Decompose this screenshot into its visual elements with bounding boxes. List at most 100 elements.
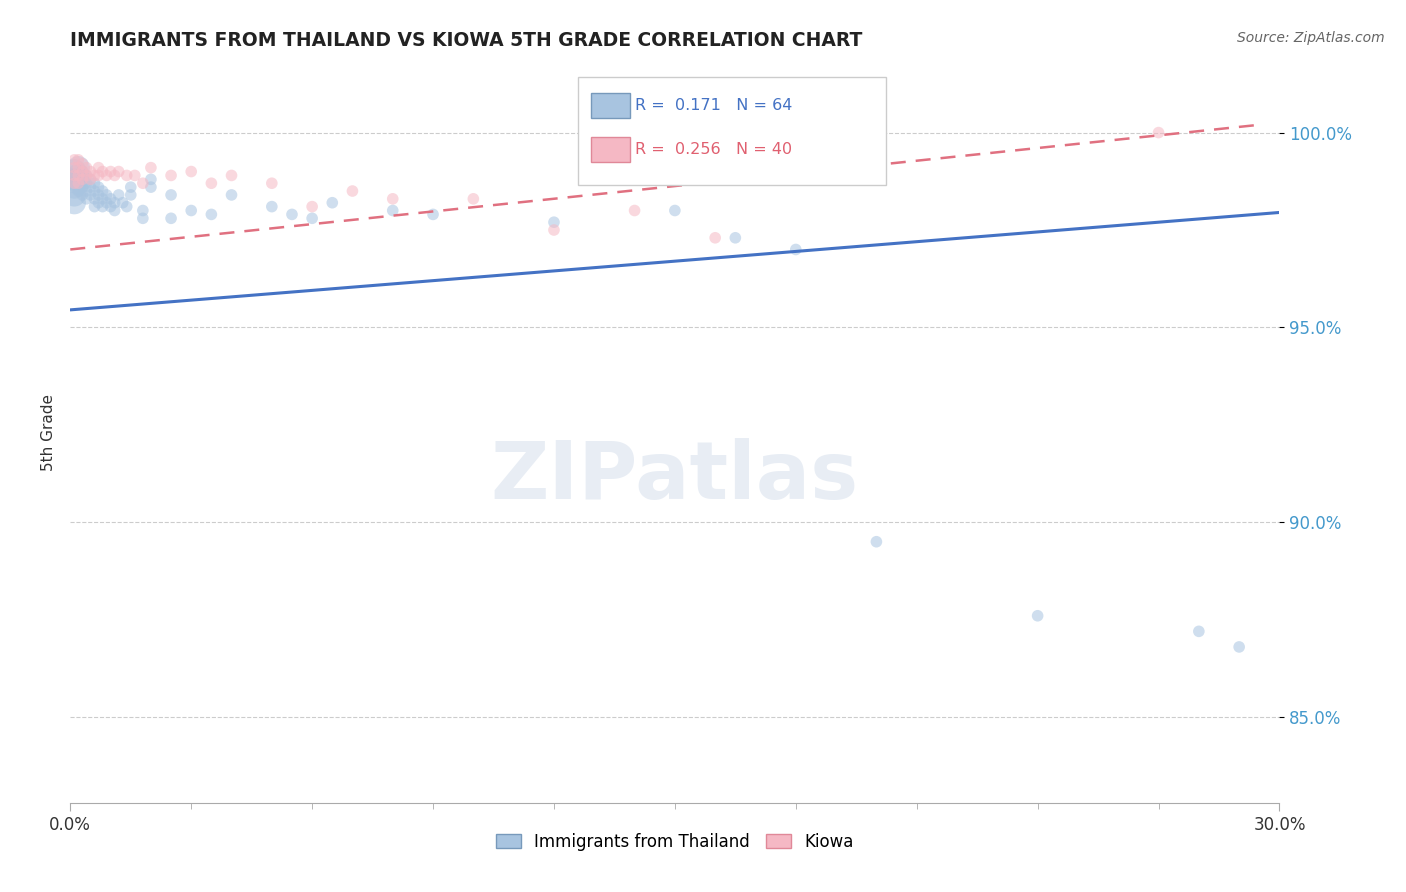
Point: [160, 211, 183, 226]
Point: [160, 188, 183, 202]
Point: [1147, 126, 1170, 140]
Point: [664, 203, 686, 218]
Point: [115, 200, 138, 214]
Point: [79, 188, 101, 202]
Point: [160, 169, 183, 183]
Point: [120, 180, 142, 194]
Point: [260, 200, 283, 214]
Point: [132, 203, 155, 218]
Point: [83, 192, 105, 206]
Point: [785, 243, 807, 257]
Point: [623, 203, 645, 218]
Point: [79, 172, 101, 186]
Point: [63, 195, 86, 210]
Point: [83, 200, 105, 214]
Point: [221, 188, 243, 202]
Point: [104, 195, 127, 210]
Point: [75, 161, 97, 175]
FancyBboxPatch shape: [592, 137, 630, 162]
Point: [321, 195, 343, 210]
Point: [281, 207, 304, 221]
Point: [104, 203, 127, 218]
Point: [79, 180, 101, 194]
Point: [120, 188, 142, 202]
Point: [67, 169, 90, 183]
Point: [107, 188, 129, 202]
Point: [543, 215, 565, 229]
Point: [100, 192, 122, 206]
Point: [72, 157, 94, 171]
Point: [111, 195, 134, 210]
Point: [724, 231, 747, 245]
Point: [75, 184, 97, 198]
Point: [543, 223, 565, 237]
Point: [67, 176, 90, 190]
Point: [87, 161, 110, 175]
Point: [91, 192, 114, 206]
Point: [301, 211, 323, 226]
Point: [132, 176, 155, 190]
Point: [87, 195, 110, 210]
Point: [67, 184, 90, 198]
Point: [381, 192, 404, 206]
Point: [91, 184, 114, 198]
Point: [132, 211, 155, 226]
Point: [260, 176, 283, 190]
Point: [422, 207, 444, 221]
Point: [342, 184, 364, 198]
Point: [87, 169, 110, 183]
Point: [75, 169, 97, 183]
Point: [75, 169, 97, 183]
Point: [1026, 608, 1049, 623]
Point: [180, 203, 202, 218]
Point: [139, 172, 162, 186]
Point: [87, 188, 110, 202]
Point: [124, 169, 146, 183]
Point: [704, 231, 727, 245]
Text: R =  0.256   N = 40: R = 0.256 N = 40: [636, 143, 792, 157]
Point: [72, 172, 94, 186]
Point: [301, 200, 323, 214]
FancyBboxPatch shape: [592, 93, 630, 118]
Y-axis label: 5th Grade: 5th Grade: [41, 394, 56, 471]
Point: [87, 180, 110, 194]
Point: [63, 164, 86, 178]
Point: [75, 176, 97, 190]
Point: [63, 172, 86, 186]
Point: [72, 172, 94, 186]
Point: [79, 172, 101, 186]
Point: [96, 188, 118, 202]
Point: [67, 161, 90, 175]
Point: [200, 176, 222, 190]
Point: [221, 169, 243, 183]
Point: [96, 169, 118, 183]
Point: [63, 161, 86, 175]
Point: [91, 200, 114, 214]
Point: [79, 164, 101, 178]
Point: [1227, 640, 1250, 654]
Point: [100, 164, 122, 178]
Point: [865, 534, 887, 549]
Point: [63, 153, 86, 167]
Point: [72, 164, 94, 178]
Text: ZIPatlas: ZIPatlas: [491, 438, 859, 516]
Point: [75, 192, 97, 206]
Point: [139, 180, 162, 194]
Point: [115, 169, 138, 183]
Point: [83, 169, 105, 183]
Point: [83, 176, 105, 190]
Legend: Immigrants from Thailand, Kiowa: Immigrants from Thailand, Kiowa: [489, 826, 860, 857]
Point: [107, 164, 129, 178]
Point: [67, 176, 90, 190]
Point: [91, 164, 114, 178]
Point: [1188, 624, 1211, 639]
Point: [180, 164, 202, 178]
Point: [72, 188, 94, 202]
Point: [72, 164, 94, 178]
Point: [72, 180, 94, 194]
Point: [63, 169, 86, 183]
Point: [67, 169, 90, 183]
Point: [104, 169, 127, 183]
Point: [63, 188, 86, 202]
Point: [83, 184, 105, 198]
